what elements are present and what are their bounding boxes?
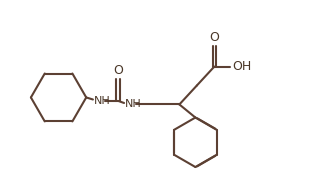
Text: NH: NH [93,96,110,106]
Text: O: O [209,31,219,44]
Text: NH: NH [125,99,142,109]
Text: O: O [113,64,123,77]
Text: OH: OH [232,60,251,73]
